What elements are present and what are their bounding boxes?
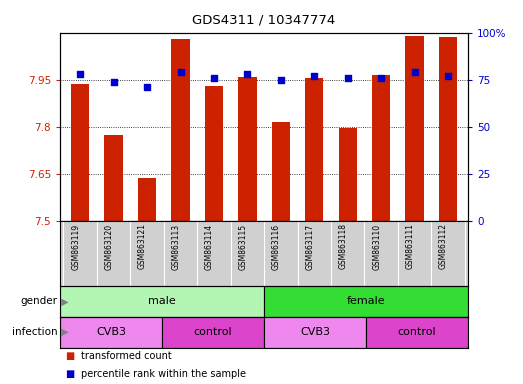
Text: ■: ■ xyxy=(65,351,75,361)
Text: GSM863115: GSM863115 xyxy=(238,223,247,270)
Point xyxy=(109,78,118,84)
Text: control: control xyxy=(194,327,232,337)
Bar xyxy=(60,286,264,317)
Bar xyxy=(372,75,390,221)
Text: GSM863111: GSM863111 xyxy=(405,223,415,270)
Point xyxy=(411,69,419,75)
Point xyxy=(344,75,352,81)
Text: GSM863114: GSM863114 xyxy=(205,223,214,270)
Text: GSM863112: GSM863112 xyxy=(439,223,448,270)
Bar xyxy=(238,76,257,221)
Text: GSM863117: GSM863117 xyxy=(305,223,314,270)
Bar xyxy=(264,286,468,317)
Bar xyxy=(138,179,156,221)
Text: GSM863120: GSM863120 xyxy=(105,223,113,270)
Text: male: male xyxy=(148,296,176,306)
Point xyxy=(377,75,385,81)
Bar xyxy=(305,78,323,221)
Point xyxy=(76,71,84,77)
Text: GDS4311 / 10347774: GDS4311 / 10347774 xyxy=(192,14,336,27)
Text: GSM863110: GSM863110 xyxy=(372,223,381,270)
Bar xyxy=(439,37,457,221)
Text: GSM863116: GSM863116 xyxy=(272,223,281,270)
Text: GSM863119: GSM863119 xyxy=(71,223,80,270)
Bar xyxy=(366,317,468,348)
Text: GSM863118: GSM863118 xyxy=(339,223,348,270)
Bar xyxy=(172,39,190,221)
Bar xyxy=(405,36,424,221)
Text: female: female xyxy=(347,296,385,306)
Point xyxy=(243,71,252,77)
Point xyxy=(210,75,218,81)
Text: ■: ■ xyxy=(65,369,75,379)
Text: infection: infection xyxy=(12,327,58,337)
Text: percentile rank within the sample: percentile rank within the sample xyxy=(81,369,246,379)
Point xyxy=(277,76,285,83)
Bar xyxy=(60,317,162,348)
Point xyxy=(444,73,452,79)
Bar xyxy=(205,86,223,221)
Bar xyxy=(271,122,290,221)
Text: CVB3: CVB3 xyxy=(300,327,330,337)
Text: gender: gender xyxy=(20,296,58,306)
Point xyxy=(310,73,319,79)
Text: control: control xyxy=(398,327,436,337)
Text: ▶: ▶ xyxy=(58,327,68,337)
Bar xyxy=(71,84,89,221)
Bar xyxy=(105,134,123,221)
Point xyxy=(143,84,151,90)
Text: GSM863113: GSM863113 xyxy=(172,223,180,270)
Point xyxy=(176,69,185,75)
Bar xyxy=(338,128,357,221)
Text: CVB3: CVB3 xyxy=(96,327,126,337)
Bar xyxy=(162,317,264,348)
Text: transformed count: transformed count xyxy=(81,351,172,361)
Bar xyxy=(264,317,366,348)
Text: ▶: ▶ xyxy=(58,296,68,306)
Text: GSM863121: GSM863121 xyxy=(138,223,147,270)
